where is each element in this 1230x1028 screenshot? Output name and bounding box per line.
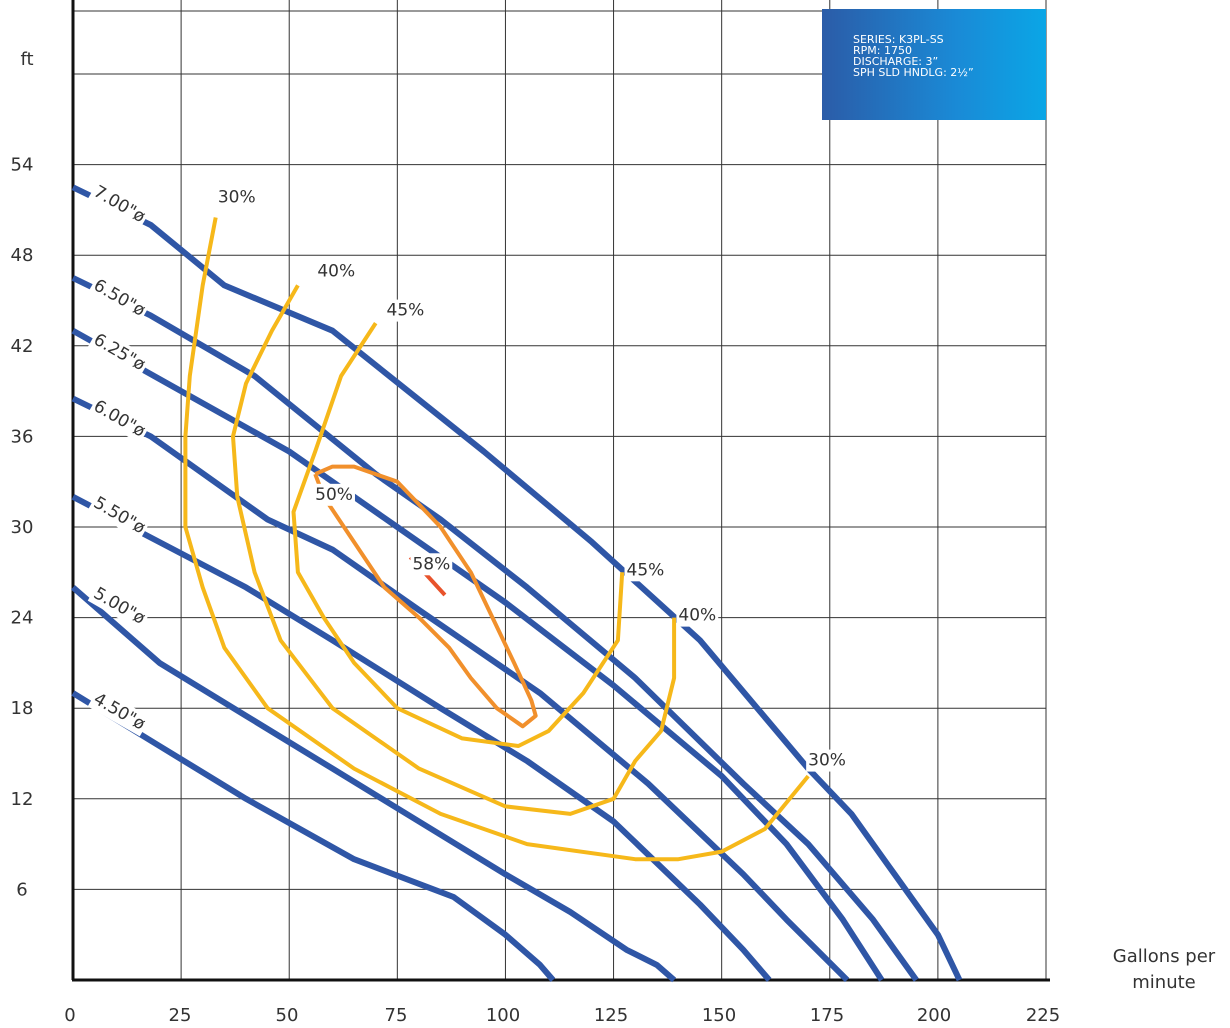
y-tick-label: 36 <box>11 426 34 447</box>
curve-label-30: 30% <box>808 751 846 771</box>
curve-label-40: 40% <box>678 606 716 626</box>
series-line-7-00 <box>71 184 963 982</box>
curve-label-bg <box>315 260 358 283</box>
curve-label-bg <box>410 553 453 576</box>
info-discharge: DISCHARGE: 3” <box>853 55 939 68</box>
x-tick-label: 125 <box>594 1005 628 1026</box>
curve-label-bg <box>806 749 848 772</box>
curve-label-bg <box>87 687 151 737</box>
series-line-5-50 <box>71 494 772 982</box>
info-rpm: RPM: 1750 <box>853 44 912 57</box>
curve-label-58: 58% <box>412 554 450 574</box>
x-tick-label: 225 <box>1026 1005 1060 1026</box>
info-solids: SPH SLD HNDLG: 2½” <box>853 66 974 79</box>
curve-label-bg <box>87 394 151 444</box>
curve-label-bg <box>215 186 258 209</box>
y-tick-label: 30 <box>11 517 34 538</box>
x-tick-label: 100 <box>486 1005 520 1026</box>
series-line-4-50 <box>71 690 556 982</box>
series-line-40 <box>231 284 677 816</box>
curve-label-bg <box>87 491 151 541</box>
info-series: SERIES: K3PL-SS <box>853 33 944 46</box>
curve-label-bg <box>87 179 151 230</box>
y-tick-label: 42 <box>11 336 34 357</box>
series-line-6-00 <box>71 395 850 983</box>
series-line-6-25 <box>71 328 885 982</box>
curve-label-45: 45% <box>627 560 665 580</box>
x-tick-label: 25 <box>169 1005 192 1026</box>
curve-label-30: 30% <box>218 187 256 207</box>
x-tick-label: 0 <box>64 1005 75 1026</box>
y-axis-label: ft <box>20 49 33 70</box>
y-tick-label: 54 <box>11 155 34 176</box>
curve-label-40: 40% <box>317 261 355 281</box>
series-line-5-00 <box>71 585 677 983</box>
x-tick-labels: 0 25 50 75 100 125 150 175 200 225 <box>64 1005 1060 1026</box>
curve-label-50: 50% <box>315 485 353 505</box>
series-line-6-50 <box>71 275 919 982</box>
series-line-45 <box>291 322 625 748</box>
y-tick-label: 48 <box>11 245 34 266</box>
curve-label-bg <box>87 327 151 378</box>
x-tick-label: 75 <box>385 1005 408 1026</box>
y-tick-label: 24 <box>11 608 34 629</box>
x-tick-label: 150 <box>702 1005 736 1026</box>
series-line-50 <box>313 464 538 729</box>
curves <box>71 184 963 983</box>
x-tick-label: 50 <box>276 1005 299 1026</box>
y-tick-label: 12 <box>11 789 34 810</box>
curve-label-45: 45% <box>387 301 425 321</box>
series-info-box: SERIES: K3PL-SS RPM: 1750 DISCHARGE: 3” … <box>822 9 1046 120</box>
curve-label-bg <box>313 483 355 506</box>
y-tick-label: 6 <box>16 879 27 900</box>
curve-label-bg <box>676 604 719 627</box>
curve-label-bg <box>624 559 667 582</box>
curve-label-bg <box>87 273 151 323</box>
x-axis-label-line1: Gallons per <box>1113 946 1216 967</box>
y-tick-labels: 6 12 18 24 30 36 42 48 54 <box>11 155 34 901</box>
series-line-30 <box>183 217 810 862</box>
x-tick-label: 200 <box>917 1005 951 1026</box>
x-axis-label-line2: minute <box>1132 972 1195 993</box>
axes <box>71 0 1050 982</box>
curve-label-bg <box>384 299 427 322</box>
grid <box>73 0 1047 980</box>
y-tick-label: 18 <box>11 698 34 719</box>
curve-label-bg <box>87 581 151 631</box>
x-tick-label: 175 <box>810 1005 844 1026</box>
